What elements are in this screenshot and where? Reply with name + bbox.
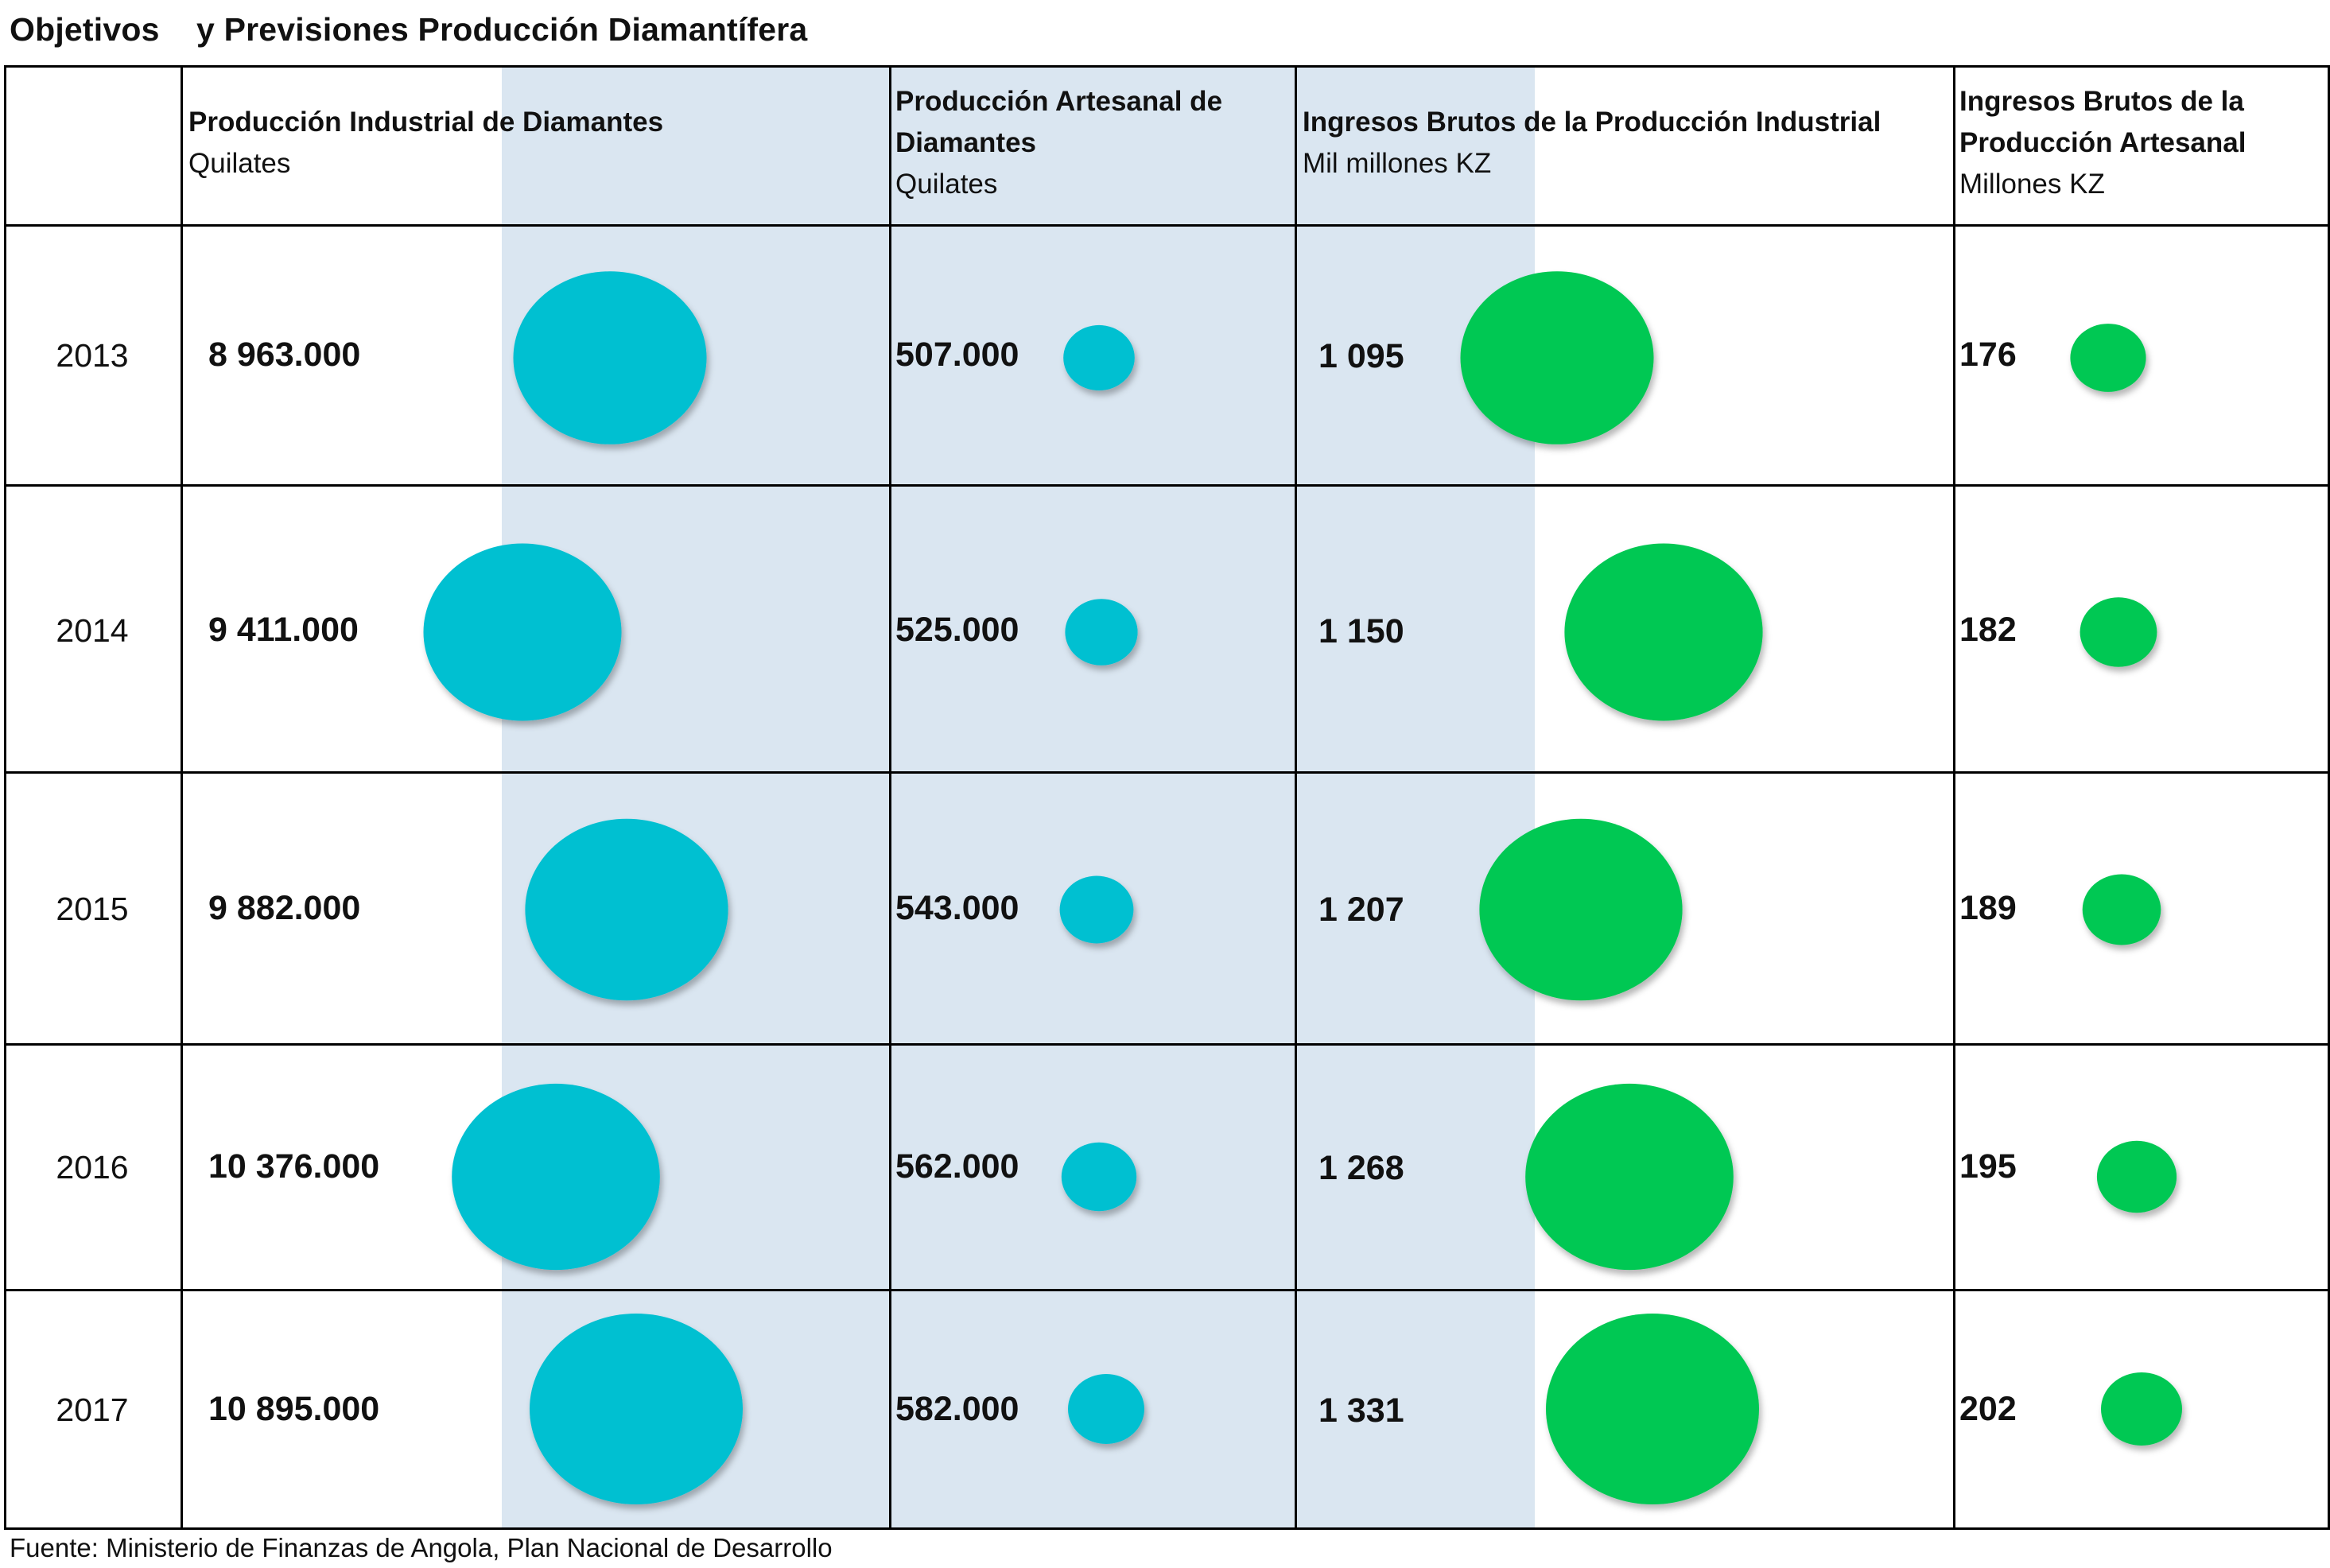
column-header-industrial-revenue: Ingresos Brutos de la Producción Industr… — [1303, 102, 1939, 184]
column-header-title: Ingresos Brutos de la Producción Artesan… — [1959, 86, 2247, 158]
artisanal-revenue-value: 176 — [1959, 336, 2017, 374]
industrial-revenue-bubble — [1546, 1314, 1759, 1504]
industrial-production-value: 9 882.000 — [208, 889, 361, 927]
industrial-production-bubble — [452, 1083, 660, 1271]
row-year-label: 2016 — [56, 1149, 129, 1186]
artisanal-revenue-value: 182 — [1959, 611, 2017, 649]
industrial-revenue-bubble — [1460, 271, 1654, 444]
artisanal-revenue-bubble — [2080, 597, 2157, 667]
grid-line — [1953, 65, 1955, 1530]
artisanal-production-value: 582.000 — [895, 1390, 1019, 1428]
industrial-production-bubble — [525, 818, 728, 1001]
artisanal-production-bubble — [1068, 1374, 1144, 1444]
industrial-production-value: 9 411.000 — [208, 611, 359, 649]
grid-line — [4, 1527, 2330, 1530]
industrial-production-value: 8 963.000 — [208, 336, 361, 374]
grid-line — [4, 65, 2330, 68]
revenue-artisanal-column-background — [1160, 65, 1535, 1530]
grid-line — [1295, 65, 1297, 1530]
grid-line — [4, 65, 6, 1530]
column-header-title: Producción Artesanal de Diamantes — [895, 86, 1223, 158]
grid-line — [4, 1289, 2330, 1291]
column-header-unit: Quilates — [895, 169, 998, 200]
industrial-production-value: 10 895.000 — [208, 1390, 380, 1428]
artisanal-revenue-value: 195 — [1959, 1147, 2017, 1186]
artisanal-revenue-bubble — [2070, 324, 2146, 392]
industrial-revenue-value: 1 207 — [1318, 891, 1404, 929]
artisanal-production-value: 507.000 — [895, 336, 1019, 374]
column-header-unit: Millones KZ — [1959, 169, 2105, 200]
industrial-production-bubble — [423, 543, 622, 721]
artisanal-production-bubble — [1059, 875, 1134, 944]
grid-line — [4, 224, 2330, 227]
artisanal-revenue-bubble — [2096, 1140, 2177, 1213]
industrial-revenue-value: 1 095 — [1318, 337, 1404, 375]
column-header-unit: Mil millones KZ — [1303, 148, 1492, 179]
industrial-revenue-value: 1 150 — [1318, 612, 1404, 650]
column-header-industrial-production: Producción Industrial de Diamantes Quila… — [188, 102, 880, 184]
column-header-title: Producción Industrial de Diamantes — [188, 107, 664, 138]
grid-line — [4, 1043, 2330, 1046]
artisanal-production-value: 543.000 — [895, 889, 1019, 927]
row-year-label: 2015 — [56, 891, 129, 927]
row-year-label: 2013 — [56, 337, 129, 374]
industrial-revenue-value: 1 268 — [1318, 1149, 1404, 1187]
grid-line — [4, 484, 2330, 487]
artisanal-revenue-value: 202 — [1959, 1390, 2017, 1428]
column-header-artisanal-revenue: Ingresos Brutos de la Producción Artesan… — [1959, 81, 2309, 205]
column-header-unit: Quilates — [188, 148, 291, 179]
column-header-title: Ingresos Brutos de la Producción Industr… — [1303, 107, 1881, 138]
artisanal-revenue-value: 189 — [1959, 889, 2017, 927]
artisanal-revenue-bubble — [2101, 1372, 2182, 1446]
industrial-production-value: 10 376.000 — [208, 1147, 380, 1186]
page-title: Objetivos y Previsiones Producción Diama… — [10, 11, 808, 48]
industrial-revenue-bubble — [1564, 543, 1763, 721]
grid-line — [2328, 65, 2330, 1530]
artisanal-production-value: 562.000 — [895, 1147, 1019, 1186]
industrial-production-bubble — [513, 271, 707, 444]
industrial-revenue-bubble — [1525, 1083, 1734, 1271]
column-header-artisanal-production: Producción Artesanal de Diamantes Quilat… — [895, 81, 1277, 205]
artisanal-production-bubble — [1063, 324, 1135, 391]
industrial-revenue-bubble — [1479, 818, 1683, 1001]
industrial-production-bubble — [530, 1314, 743, 1504]
row-year-label: 2017 — [56, 1391, 129, 1428]
industrial-revenue-value: 1 331 — [1318, 1391, 1404, 1430]
artisanal-revenue-bubble — [2082, 874, 2161, 945]
grid-line — [4, 771, 2330, 774]
artisanal-production-bubble — [1065, 599, 1138, 666]
row-year-label: 2014 — [56, 612, 129, 649]
source-note: Fuente: Ministerio de Finanzas de Angola… — [10, 1533, 833, 1562]
grid-line — [889, 65, 891, 1530]
artisanal-production-bubble — [1061, 1142, 1137, 1212]
artisanal-production-value: 525.000 — [895, 611, 1019, 649]
grid-line — [181, 65, 183, 1530]
